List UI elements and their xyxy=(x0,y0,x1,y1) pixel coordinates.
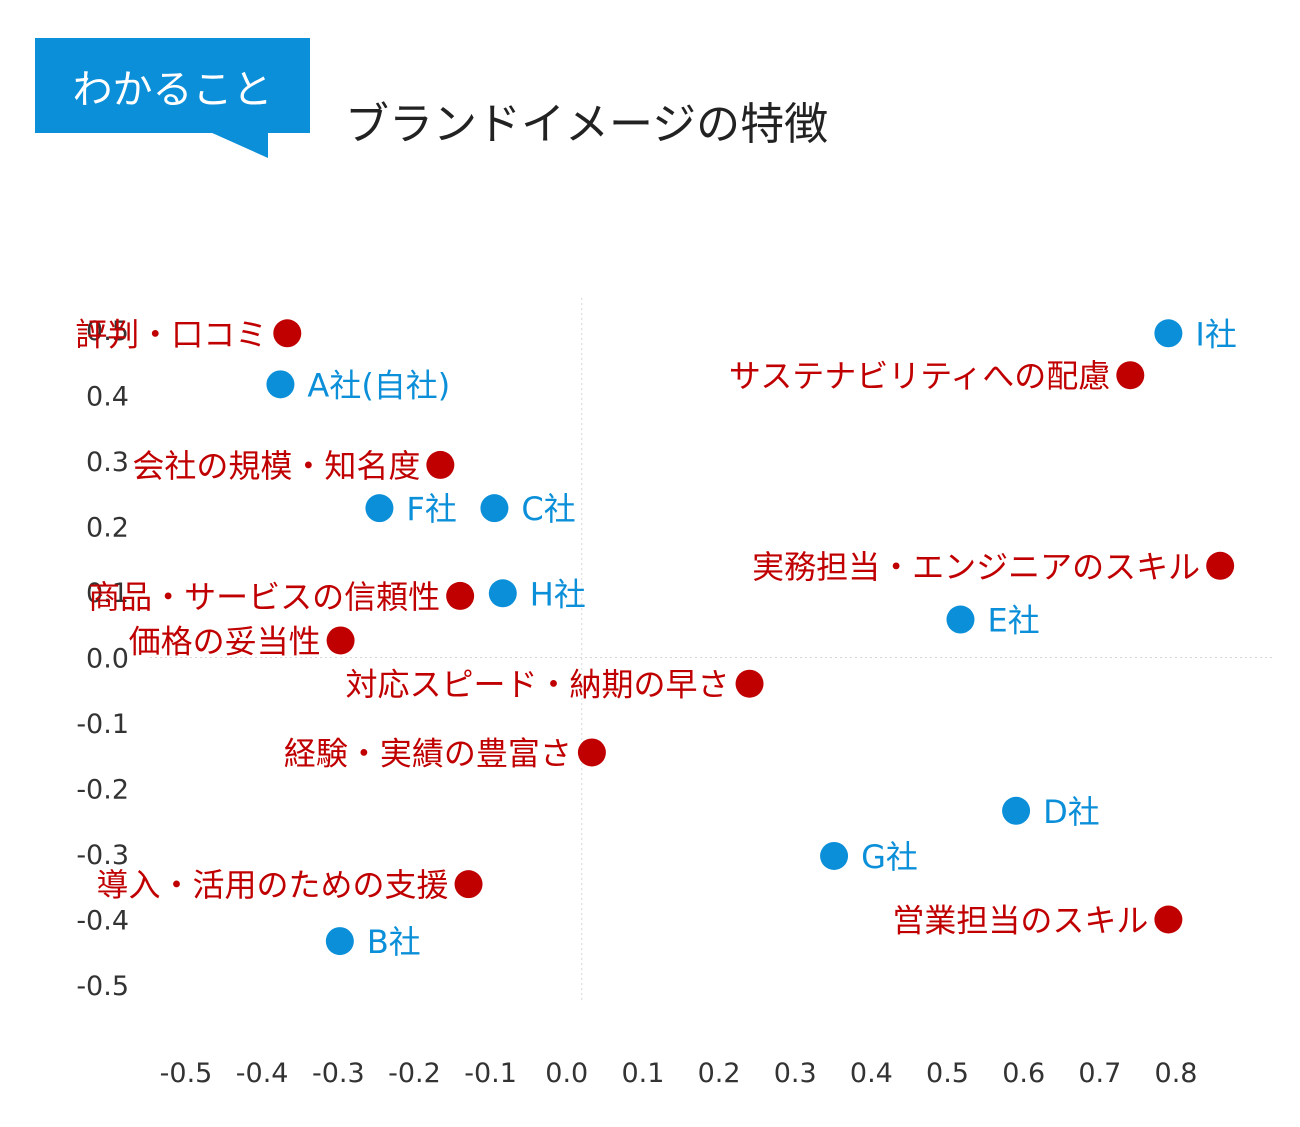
section-badge-tail xyxy=(210,132,268,158)
data-label: E社 xyxy=(987,602,1039,640)
y-tick-label: 0.0 xyxy=(86,644,129,675)
x-tick-label: -0.1 xyxy=(464,1058,517,1089)
y-tick-label: 0.5 xyxy=(86,316,129,347)
data-label: 実務担当・エンジニアのスキル xyxy=(752,548,1200,586)
data-label: H社 xyxy=(530,575,586,613)
data-point xyxy=(326,626,355,655)
data-label: 会社の規模・知名度 xyxy=(132,447,420,485)
x-tick-label: 0.0 xyxy=(545,1058,588,1089)
data-point xyxy=(1116,361,1145,390)
x-tick-label: 0.6 xyxy=(1002,1058,1045,1089)
data-label: 経験・実績の豊富さ xyxy=(284,734,572,772)
data-point xyxy=(735,669,764,698)
data-point xyxy=(1002,796,1031,825)
data-point xyxy=(273,319,302,348)
x-tick-label: 0.5 xyxy=(926,1058,969,1089)
x-tick-label: 0.2 xyxy=(698,1058,741,1089)
y-tick-label: 0.4 xyxy=(86,382,129,413)
y-tick-label: -0.4 xyxy=(76,906,129,937)
x-tick-label: 0.3 xyxy=(774,1058,817,1089)
data-point xyxy=(325,927,354,956)
y-tick-label: 0.3 xyxy=(86,447,129,478)
data-point xyxy=(446,581,475,610)
data-point xyxy=(577,738,606,767)
x-tick-label: -0.3 xyxy=(312,1058,365,1089)
section-badge-label: わかること xyxy=(72,66,273,113)
data-label: C社 xyxy=(521,490,575,528)
data-point xyxy=(426,450,455,479)
y-tick-label: -0.1 xyxy=(76,709,129,740)
data-point xyxy=(488,579,517,608)
page-title: ブランドイメージの特徴 xyxy=(345,99,829,150)
data-label: 価格の妥当性 xyxy=(129,622,321,660)
x-tick-label: -0.5 xyxy=(160,1058,213,1089)
data-label: 対応スピード・納期の早さ xyxy=(346,666,730,704)
data-point xyxy=(1154,905,1183,934)
y-tick-label: 0.1 xyxy=(86,578,129,609)
data-point xyxy=(820,841,849,870)
data-label: A社(自社) xyxy=(307,366,450,404)
y-tick-label: 0.2 xyxy=(86,513,129,544)
section-badge: わかること xyxy=(35,38,310,133)
data-label: B社 xyxy=(367,923,421,961)
y-tick-label: -0.2 xyxy=(76,775,129,806)
data-label: 評判・口コミ xyxy=(75,315,267,353)
x-tick-label: 0.8 xyxy=(1155,1058,1198,1089)
data-point xyxy=(365,494,394,523)
x-tick-label: -0.4 xyxy=(236,1058,289,1089)
y-tick-label: -0.3 xyxy=(76,840,129,871)
data-label: 営業担当のスキル xyxy=(892,902,1148,940)
x-tick-label: 0.7 xyxy=(1078,1058,1121,1089)
data-point xyxy=(1206,551,1235,580)
x-tick-label: 0.4 xyxy=(850,1058,893,1089)
data-point xyxy=(266,370,295,399)
x-tick-label: 0.1 xyxy=(621,1058,664,1089)
data-point xyxy=(1154,319,1183,348)
data-label: G社 xyxy=(861,838,918,876)
data-label: I社 xyxy=(1195,315,1236,353)
data-label: 商品・サービスの信頼性 xyxy=(88,578,440,616)
data-label: F社 xyxy=(406,490,456,528)
data-label: D社 xyxy=(1043,793,1100,831)
data-point xyxy=(946,605,975,634)
x-tick-label: -0.2 xyxy=(388,1058,441,1089)
data-label: 導入・活用のための支援 xyxy=(97,866,449,904)
data-label: サステナビリティへの配慮 xyxy=(729,357,1110,395)
data-point xyxy=(454,870,483,899)
data-point xyxy=(480,494,509,523)
y-tick-label: -0.5 xyxy=(76,971,129,1002)
